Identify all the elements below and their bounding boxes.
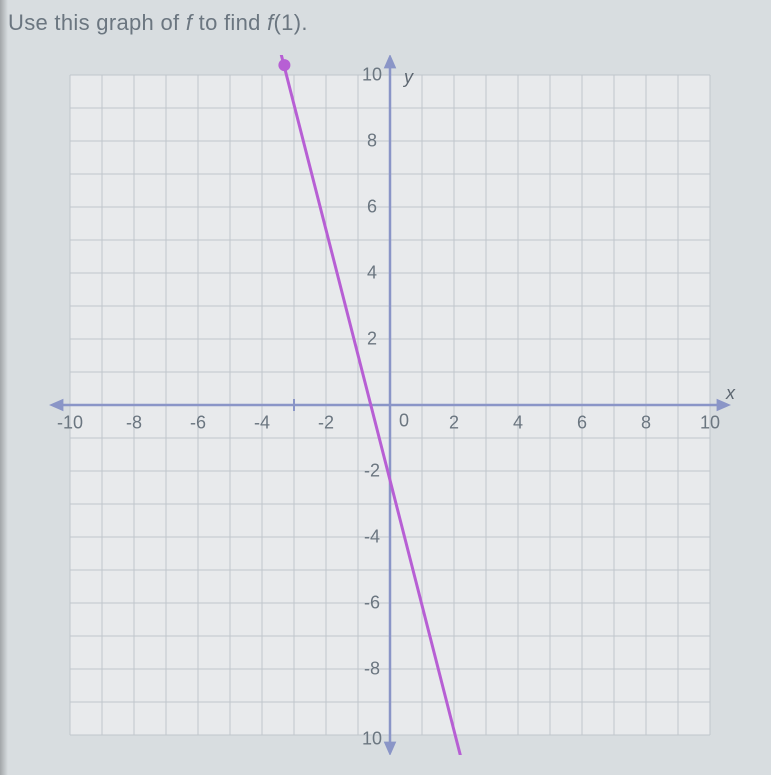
y-tick-6: 6	[367, 197, 377, 218]
y-tick-2: 2	[367, 329, 377, 350]
y-tick--6: -6	[364, 593, 380, 614]
x-tick--2: -2	[318, 413, 334, 434]
y-tick-4: 4	[367, 263, 377, 284]
x-tick-2: 2	[449, 413, 459, 434]
y-tick-8: 8	[367, 131, 377, 152]
prompt-pre: Use this graph of	[8, 10, 186, 35]
x-tick-4: 4	[513, 413, 523, 434]
x-axis-label: x	[726, 383, 735, 404]
y-axis-label: y	[404, 67, 413, 88]
graph-panel: -10 -8 -6 -4 -2 0 2 4 6 8 10 -8 -6 -4 -2 2 4 6 8 10 10 y x	[40, 55, 740, 755]
y-tick-10: 10	[362, 65, 382, 86]
x-tick-6: 6	[577, 413, 587, 434]
question-prompt: Use this graph of f to find f(1).	[8, 10, 308, 36]
x-tick-10: 10	[700, 413, 720, 434]
left-shadow	[0, 0, 8, 775]
prompt-arg: (1).	[274, 10, 308, 35]
x-tick-8: 8	[641, 413, 651, 434]
y-tick--4: -4	[364, 527, 380, 548]
y-tick--2: -2	[364, 461, 380, 482]
graph-svg	[40, 55, 740, 755]
x-tick-0: 0	[399, 411, 409, 432]
y-tick--8: -8	[364, 659, 380, 680]
x-tick--10: -10	[57, 413, 83, 434]
y-tick-bottom: 10	[362, 729, 382, 750]
prompt-mid: to find	[192, 10, 267, 35]
x-tick--4: -4	[254, 413, 270, 434]
x-tick--6: -6	[190, 413, 206, 434]
x-tick--8: -8	[126, 413, 142, 434]
